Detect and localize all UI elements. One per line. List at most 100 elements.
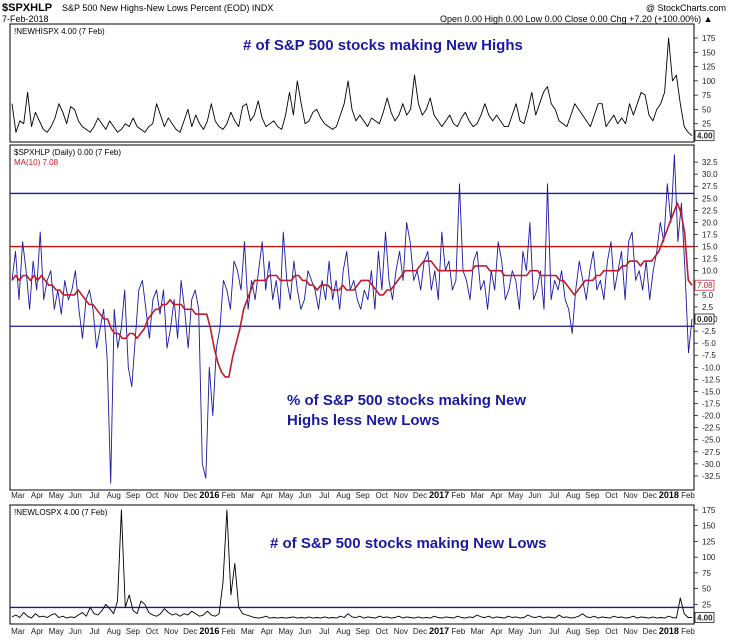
panel-top-frame <box>9 23 695 143</box>
x-tick-label: Jul <box>319 491 329 500</box>
x-tick-label: Sep <box>126 627 141 636</box>
x-tick-label: Jun <box>299 491 312 500</box>
y-tick-label: 100 <box>702 77 716 86</box>
x-tick-label: Jul <box>549 491 559 500</box>
x-tick-label: Oct <box>605 491 618 500</box>
panel-middle: 32.5 30.0 27.5 25.0 22.5 20.0 17.5 15.0 12.5 10.0… <box>10 154 721 484</box>
x-tick-label: Apr <box>490 627 503 636</box>
y-tick-label: 75 <box>702 91 711 100</box>
panel-top: 25 50 75 100 125 150 175 4.00 <box>11 34 716 142</box>
x-tick-label: Feb <box>451 491 465 500</box>
x-tick-label: Nov <box>164 627 178 636</box>
y-tick-label: 50 <box>702 585 711 594</box>
panel-bottom: 25 50 75 100 125 150 175 4.00 <box>10 506 716 623</box>
y-tick-label: -32.5 <box>702 472 721 481</box>
y-tick-label: -27.5 <box>702 448 721 457</box>
y-tick-label: 17.5 <box>702 231 718 240</box>
x-tick-label: Dec <box>183 491 197 500</box>
x-tick-label: Jun <box>528 627 541 636</box>
x-tick-label: Apr <box>31 491 44 500</box>
x-tick-label: 2017 <box>429 626 449 636</box>
x-tick-label: Aug <box>107 491 121 500</box>
y-tick-label: 100 <box>702 553 716 562</box>
y-tick-label: -30.0 <box>702 460 721 469</box>
x-tick-label: May <box>508 491 523 500</box>
x-tick-label: Aug <box>566 491 580 500</box>
x-tick-label: Mar <box>11 627 25 636</box>
y-tick-label: -15.0 <box>702 387 721 396</box>
x-tick-label: Oct <box>146 491 159 500</box>
y-tick-label: 5.0 <box>702 291 714 300</box>
x-tick-label: Mar <box>241 491 255 500</box>
x-tick-label: Aug <box>566 627 580 636</box>
x-tick-label: Dec <box>643 491 657 500</box>
x-tick-label: Jun <box>528 491 541 500</box>
watermark: @ StockCharts.com <box>646 3 726 13</box>
x-tick-label: May <box>49 627 64 636</box>
y-tick-label: 175 <box>702 34 716 43</box>
series-line-main <box>11 509 692 619</box>
y-tick-label: 175 <box>702 506 716 515</box>
y-tick-label: -12.5 <box>702 375 721 384</box>
y-tick-label: 15.0 <box>702 243 718 252</box>
series-line-main <box>11 37 693 137</box>
y-tick-label: -20.0 <box>702 412 721 421</box>
y-tick-label: -17.5 <box>702 400 721 409</box>
y-tick-label: 22.5 <box>702 206 718 215</box>
series-line-ma10 <box>11 202 693 378</box>
y-tick-label: 125 <box>702 63 716 72</box>
x-tick-label: Feb <box>222 491 236 500</box>
x-tick-label: Jun <box>299 627 312 636</box>
y-tick-label: -22.5 <box>702 424 721 433</box>
legend-top: !NEWHISPX 4.00 (7 Feb) <box>14 27 105 36</box>
legend-middle-ma: MA(10) 7.08 <box>14 158 59 167</box>
x-tick-label: Jul <box>89 627 99 636</box>
x-tick-label: Apr <box>261 627 274 636</box>
y-tick-label: 20.0 <box>702 218 718 227</box>
x-tick-label: Dec <box>643 627 657 636</box>
annotation-new-highs: # of S&P 500 stocks making New Highs <box>243 37 523 54</box>
x-axis-bottom: Mar Apr May Jun Jul Aug Sep Oct Nov Dec 2016 Feb Mar… <box>11 626 695 636</box>
panel-bottom-frame <box>9 504 695 625</box>
ma-value-label: 7.08 <box>697 281 713 290</box>
y-tick-label: -5.0 <box>702 339 716 348</box>
x-tick-label: Oct <box>375 627 388 636</box>
chart-symbol: $SPXHLP <box>2 2 52 14</box>
y-tick-label: -10.0 <box>702 363 721 372</box>
x-tick-label: Feb <box>222 627 236 636</box>
legend-middle: $SPXHLP (Daily) 0.00 (7 Feb) <box>14 148 121 157</box>
x-tick-label: Aug <box>336 491 350 500</box>
y-tick-label: 32.5 <box>702 158 718 167</box>
x-tick-label: Feb <box>681 627 695 636</box>
annotation-hl-line1: % of S&P 500 stocks making New <box>287 392 526 409</box>
y-tick-label: 10.0 <box>702 267 718 276</box>
x-tick-label: Oct <box>605 627 618 636</box>
chart-description: S&P 500 New Highs-New Lows Percent (EOD)… <box>62 3 273 13</box>
x-tick-label: Nov <box>623 627 637 636</box>
x-tick-label: 2017 <box>429 490 449 500</box>
y-tick-label: 50 <box>702 105 711 114</box>
x-tick-label: Apr <box>490 491 503 500</box>
x-tick-label: Mar <box>241 627 255 636</box>
last-value-label: 4.00 <box>697 132 713 141</box>
x-tick-label: Sep <box>355 627 370 636</box>
x-tick-label: Sep <box>355 491 370 500</box>
x-tick-label: Nov <box>623 491 637 500</box>
x-tick-label: 2016 <box>199 626 219 636</box>
x-tick-label: Sep <box>585 491 600 500</box>
y-tick-label: -2.5 <box>702 327 716 336</box>
x-tick-label: Dec <box>413 491 427 500</box>
x-tick-label: Aug <box>336 627 350 636</box>
x-tick-label: Dec <box>183 627 197 636</box>
x-tick-label: Mar <box>11 491 25 500</box>
x-tick-label: Dec <box>413 627 427 636</box>
x-tick-label: May <box>278 491 293 500</box>
y-tick-label: 25.0 <box>702 194 718 203</box>
x-tick-label: Feb <box>451 627 465 636</box>
x-tick-label: Jun <box>69 491 82 500</box>
y-tick-label: -7.5 <box>702 351 716 360</box>
y-tick-label: 150 <box>702 522 716 531</box>
y-tick-label: 150 <box>702 48 716 57</box>
x-tick-label: Sep <box>585 627 600 636</box>
